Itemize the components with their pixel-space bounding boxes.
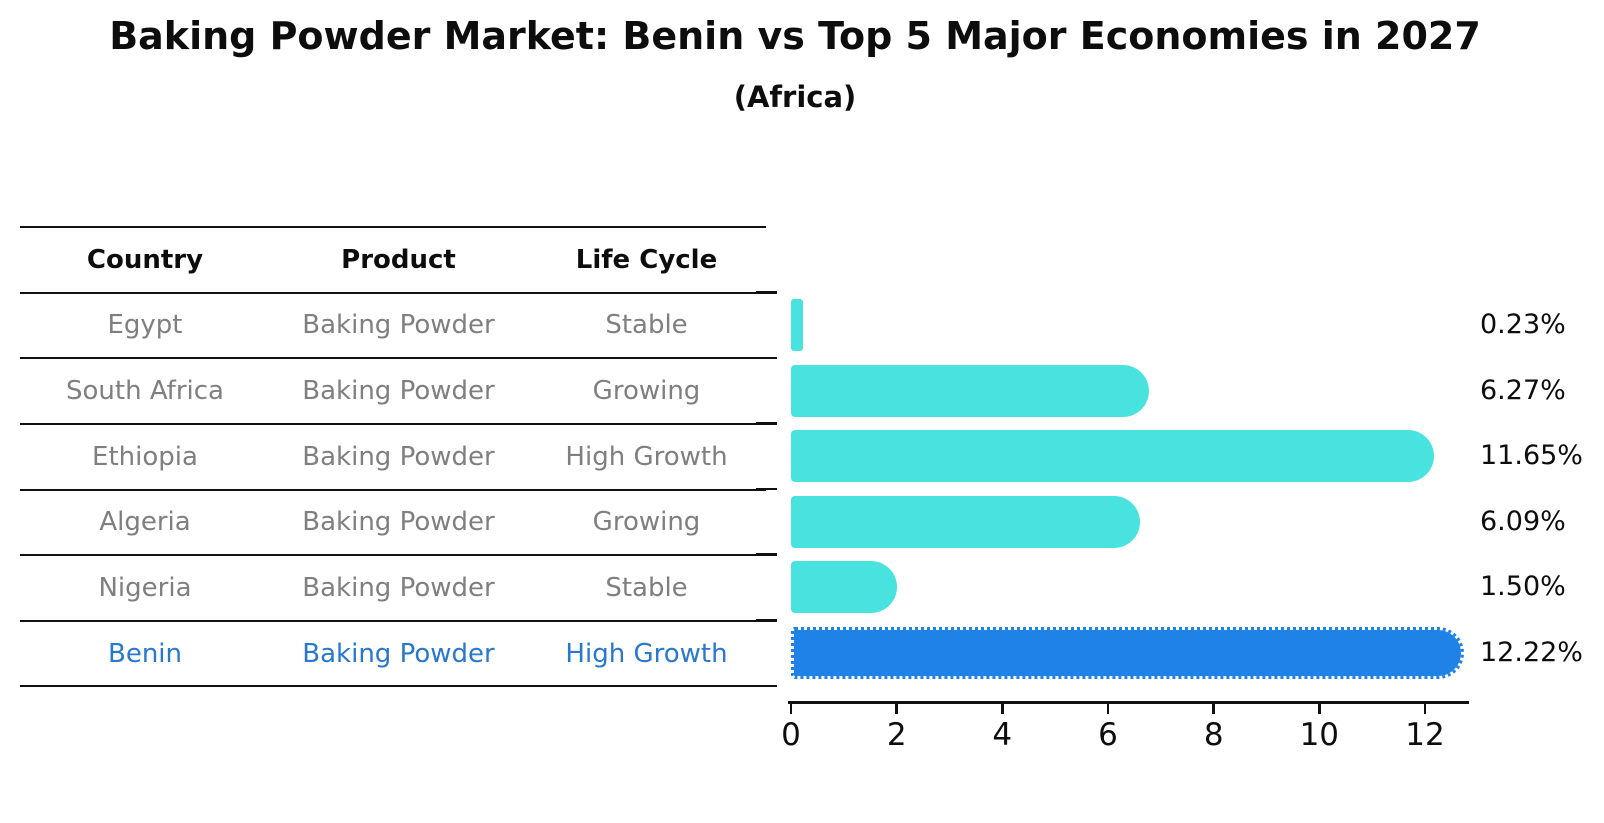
x-axis-tick-mark (1423, 701, 1427, 714)
x-axis-tick-mark (1001, 701, 1004, 714)
x-axis-line (788, 701, 1469, 704)
y-axis-tick-mark (756, 487, 777, 491)
x-axis-tick-mark (1212, 701, 1215, 714)
bar-nigeria (791, 561, 898, 614)
cell-country: Algeria (99, 507, 191, 538)
bar-benin-highlighted (791, 627, 1464, 679)
x-axis-tick-label: 10 (1299, 717, 1340, 753)
cell-product: Baking Powder (302, 376, 495, 407)
x-axis-tick-label: 0 (781, 717, 801, 753)
cell-product: Baking Powder (302, 310, 495, 341)
y-axis-tick-mark (756, 422, 777, 425)
table-row-algeria: Algeria Baking Powder Growing (20, 491, 766, 557)
cell-life-cycle: Growing (592, 507, 701, 538)
cell-country: Ethiopia (92, 441, 198, 472)
cell-life-cycle: High Growth (565, 441, 728, 472)
cell-life-cycle: Stable (605, 310, 688, 341)
x-axis-tick-label: 2 (886, 717, 907, 753)
cell-product: Baking Powder (302, 441, 495, 472)
cell-country: Benin (107, 638, 182, 669)
value-label-ethiopia: 11.65% (1480, 440, 1583, 472)
y-axis-tick-mark (756, 684, 777, 688)
cell-product: Baking Powder (302, 572, 495, 603)
table-row-egypt: Egypt Baking Powder Stable (20, 294, 766, 360)
cell-life-cycle: High Growth (565, 638, 728, 669)
bar-egypt (791, 299, 804, 351)
x-axis-tick-label: 12 (1405, 717, 1445, 753)
cell-country: Egypt (107, 310, 183, 341)
value-label-egypt: 0.23% (1480, 309, 1566, 340)
bar-south-africa (791, 364, 1150, 417)
column-header-product: Product (341, 244, 456, 275)
table-row-benin: Benin Baking Powder High Growth (20, 622, 766, 688)
x-axis-tick-mark (1106, 701, 1110, 714)
y-axis-tick-mark (756, 619, 777, 622)
y-axis-tick-mark (756, 356, 777, 360)
bar-ethiopia (791, 430, 1434, 483)
bar-algeria (791, 495, 1140, 548)
table-row-ethiopia: Ethiopia Baking Powder High Growth (20, 425, 766, 491)
cell-product: Baking Powder (302, 638, 495, 669)
x-axis-tick-mark (1318, 701, 1321, 714)
chart-title: Baking Powder Market: Benin vs Top 5 Maj… (109, 14, 1481, 58)
column-header-life-cycle: Life Cycle (575, 244, 718, 275)
cell-life-cycle: Growing (592, 376, 701, 407)
y-axis-tick-mark (756, 553, 777, 556)
column-header-country: Country (86, 244, 204, 275)
cell-country: Nigeria (98, 572, 192, 603)
value-label-benin: 12.22% (1480, 637, 1583, 668)
x-axis-tick-mark (895, 701, 898, 714)
x-axis-tick-mark (789, 701, 793, 714)
cell-country: South Africa (66, 376, 224, 407)
table-header-row: Country Product Life Cycle (20, 228, 766, 294)
country-table: Country Product Life Cycle Egypt Baking … (20, 226, 766, 688)
value-label-nigeria: 1.50% (1480, 571, 1566, 603)
x-axis-tick-label: 4 (992, 717, 1013, 753)
y-axis-tick-mark (756, 291, 777, 294)
cell-life-cycle: Stable (605, 572, 688, 603)
value-label-south-africa: 6.27% (1480, 374, 1566, 406)
cell-product: Baking Powder (302, 507, 495, 538)
x-axis-tick-label: 8 (1203, 717, 1224, 753)
x-axis-tick-label: 6 (1098, 717, 1118, 753)
table-row-nigeria: Nigeria Baking Powder Stable (20, 556, 766, 622)
chart-subtitle: (Africa) (733, 80, 857, 114)
value-label-algeria: 6.09% (1480, 505, 1566, 537)
table-row-south-africa: South Africa Baking Powder Growing (20, 359, 766, 425)
